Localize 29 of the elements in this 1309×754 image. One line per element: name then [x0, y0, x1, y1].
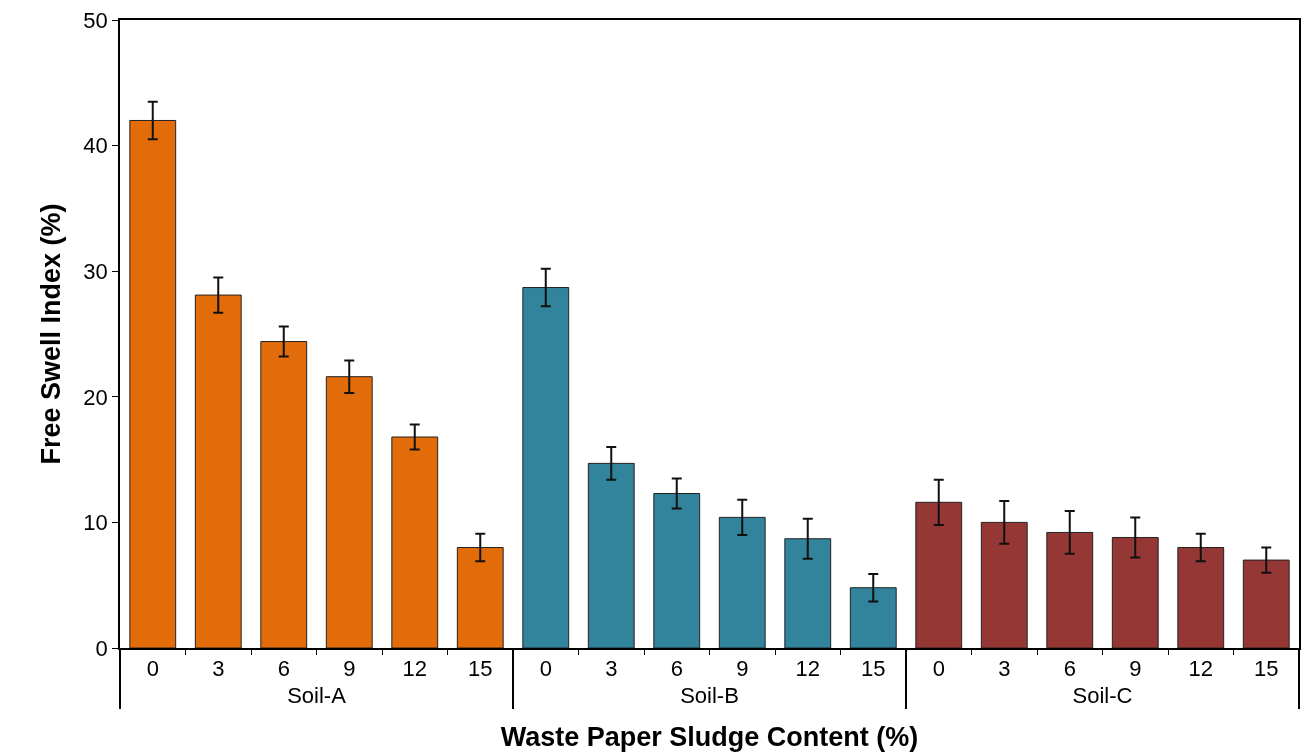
y-tick-label: 20 [83, 384, 108, 410]
x-tick-label: 3 [605, 656, 618, 682]
x-tick-label: 9 [736, 656, 749, 682]
x-tick-label: 3 [998, 656, 1011, 682]
series-label: Soil-C [1072, 683, 1133, 709]
x-tick-label: 6 [277, 656, 290, 682]
x-tick-label: 6 [670, 656, 683, 682]
y-tick-label: 10 [83, 510, 108, 536]
x-tick-label: 0 [932, 656, 945, 682]
x-tick-label: 9 [1129, 656, 1142, 682]
x-tick-label: 9 [343, 656, 356, 682]
x-axis-title: Waste Paper Sludge Content (%) [500, 722, 919, 753]
x-tick-label: 0 [539, 656, 552, 682]
y-axis-title: Free Swell Index (%) [35, 203, 66, 465]
x-tick-label: 12 [795, 656, 820, 682]
y-tick-label: 50 [83, 7, 108, 33]
series-label: Soil-A [287, 683, 347, 709]
y-tick-label: 30 [83, 258, 108, 284]
series-label: Soil-B [680, 683, 739, 709]
x-tick-label: 12 [402, 656, 427, 682]
y-tick-label: 0 [95, 635, 108, 661]
x-tick-label: 3 [212, 656, 225, 682]
x-tick-label: 15 [861, 656, 886, 682]
x-tick-label: 12 [1188, 656, 1213, 682]
y-tick-label: 40 [83, 133, 108, 159]
x-tick-label: 6 [1063, 656, 1076, 682]
x-tick-label: 15 [1254, 656, 1279, 682]
x-tick-label: 15 [468, 656, 493, 682]
x-tick-label: 0 [146, 656, 159, 682]
